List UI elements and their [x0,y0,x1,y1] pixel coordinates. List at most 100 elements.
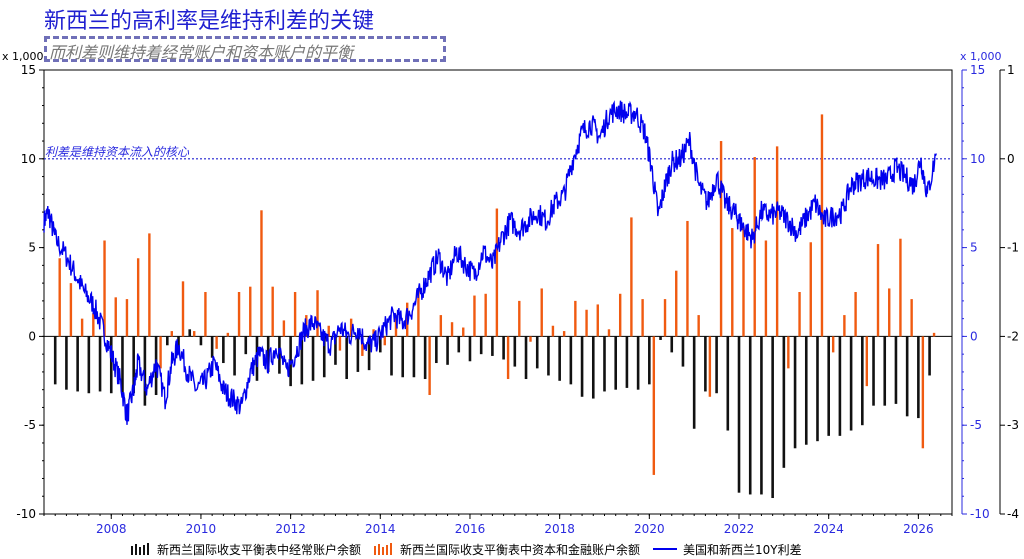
outer-axis-tick-label: -2 [1007,329,1019,343]
current-account-bar [199,336,203,346]
current-account-bar [435,336,438,364]
capital-account-bar [338,336,342,351]
x-axis-tick-label: 2014 [365,522,396,536]
current-account-bar [861,336,864,426]
current-account-bar [681,336,685,367]
capital-account-bar [865,336,869,387]
current-account-bar [53,336,57,385]
current-account-bar [300,336,304,385]
capital-account-bar [652,336,656,475]
capital-account-bar [596,304,599,337]
capital-account-bar [719,141,723,337]
current-account-bar [547,336,550,376]
subtitle-box: 而利差则维持着经常账户和资本账户的平衡 [44,36,446,62]
current-account-bar [928,336,931,376]
current-account-bar [188,329,192,337]
capital-account-bar [921,336,925,449]
current-account-bar [502,336,505,360]
capital-account-bar [92,313,95,337]
left-axis-unit: x 1,000 [2,50,44,63]
capital-account-bar [372,329,375,337]
right-axis-tick-label: 15 [970,63,985,77]
current-account-bar [894,336,898,404]
capital-account-bar [271,286,274,337]
capital-account-bar [103,240,106,337]
current-account-bar [356,336,360,372]
x-axis-tick-label: 2012 [275,522,306,536]
current-account-bar [109,336,113,394]
current-account-bar [580,336,584,397]
x-axis-tick-label: 2020 [634,522,665,536]
capital-account-bar [518,300,521,337]
current-account-bar [166,336,169,346]
chart-title: 新西兰的高利率是维持利差的关键 [44,9,375,34]
capital-account-bar [585,309,588,337]
left-axis-tick-label: 10 [21,152,36,166]
right-axis-tick-label: 10 [970,152,985,166]
capital-account-bar [506,336,510,380]
current-account-bar [266,336,270,372]
current-account-bar [872,336,875,406]
capital-account-bar [484,293,487,337]
current-account-bar [311,336,315,381]
current-account-bar [322,336,326,378]
capital-account-bar [316,290,319,337]
capital-account-bar [663,299,667,337]
capital-account-bar [775,146,779,337]
current-account-bar [278,336,281,374]
capital-account-bar [854,292,857,337]
current-account-bar [692,336,696,429]
current-account-bar [704,336,707,392]
current-account-bar [636,336,640,390]
left-axis-tick-label: -10 [16,507,36,521]
current-account-bar [905,336,909,417]
current-account-bar [625,336,629,388]
capital-account-bar [697,315,700,337]
current-account-bar [345,336,348,380]
current-account-bar [491,336,494,356]
current-account-bar [748,336,752,495]
current-account-bar [648,336,651,385]
current-account-bar [827,336,830,436]
capital-account-bar [932,332,936,337]
right-axis-tick-label: 5 [970,241,978,255]
current-account-bar [222,336,225,364]
outer-axis-tick-label: -3 [1007,418,1019,432]
current-account-bar [210,336,214,358]
current-account-bar [726,336,730,431]
capital-account-bar [237,292,241,337]
capital-account-bar [69,283,73,337]
capital-account-bar [383,336,386,346]
x-axis-tick-label: 2018 [544,522,575,536]
current-account-bar [334,336,337,365]
current-account-bar [793,336,797,449]
current-account-bar [737,336,741,493]
legend-swatch-blue-line [653,548,678,550]
legend-item-current-account: 新西兰国际收支平衡表中经常账户余额 [130,541,361,558]
x-axis-tick-label: 2024 [813,522,844,536]
current-account-bar [367,336,371,371]
right-axis-tick-label: -5 [970,418,982,432]
capital-account-bar [417,290,420,337]
current-account-bar [446,336,449,365]
capital-account-bar [809,242,812,337]
capital-account-bar [899,238,902,337]
current-account-bar [883,336,887,406]
current-account-bar [98,336,102,392]
capital-account-bar [170,331,173,337]
current-account-bar [715,336,718,394]
x-axis-tick-label: 2016 [455,522,486,536]
current-account-bar [558,336,561,381]
capital-account-bar [574,300,577,337]
capital-account-bar [675,270,678,337]
current-account-bar [87,336,91,394]
right-axis-unit: x 1,000 [960,50,1002,63]
current-account-bars [53,329,931,499]
capital-account-bar [58,258,61,337]
current-account-bar [244,336,248,355]
current-account-bar [412,336,416,378]
capital-account-bar [226,332,230,337]
current-account-bar [177,336,180,351]
capital-account-bar [125,299,129,337]
capital-account-bar [843,315,846,337]
